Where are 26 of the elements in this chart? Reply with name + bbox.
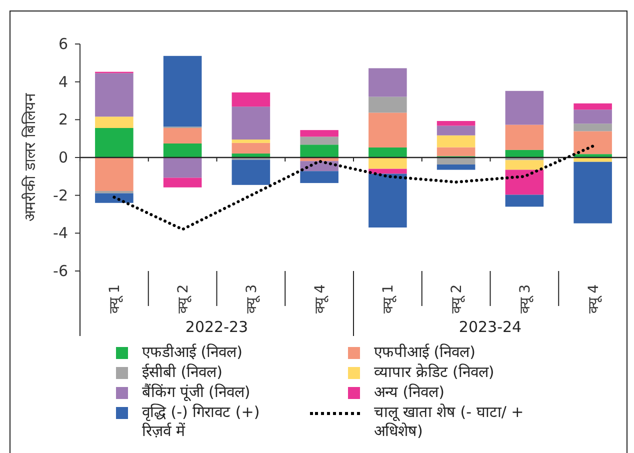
text: 2022-23 (185, 318, 248, 336)
text: 2023-24 (458, 318, 522, 336)
x-tick-label: क्यू 4 (312, 284, 328, 314)
legend-label: एफडीआई (निवल) (142, 343, 242, 362)
y-tick-label: 4 (58, 72, 68, 91)
legend-label: एफपीआई (निवल) (374, 343, 476, 362)
y-tick-label: 2 (58, 110, 68, 129)
x-tick-label: क्यू 1 (107, 284, 124, 314)
y-tick-label: -2 (53, 186, 68, 204)
y-tick-label: 6 (58, 35, 68, 53)
legend-label: चालू खाता शेष (- घाटा/ + अधिशेष) (374, 403, 525, 441)
legend-label: अन्य (निवल) (374, 383, 444, 402)
y-tick-label: -6 (53, 262, 68, 280)
legend-label: ईसीबी (निवल) (142, 363, 222, 382)
y-tick-label: 0 (58, 148, 68, 166)
legend-label: वृद्धि (-) गिरावट (+) रिज़र्व में (142, 403, 261, 441)
x-tick-label: क्यू 2 (449, 284, 466, 314)
x-tick-label: क्यू 1 (380, 284, 397, 314)
legend-label: बैंकिंग पूंजी (निवल) (142, 383, 250, 402)
y-tick-label: -4 (53, 224, 68, 242)
x-tick-label: क्यू 4 (586, 284, 602, 314)
x-tick-label: क्यू 3 (517, 284, 534, 314)
x-tick-label: क्यू 3 (244, 284, 260, 314)
legend-label: व्यापार क्रेडिट (निवल) (374, 363, 494, 382)
x-tick-label: क्यू 2 (176, 284, 192, 314)
y-axis-title: अमरीकी डालर बिलियन (21, 92, 39, 222)
